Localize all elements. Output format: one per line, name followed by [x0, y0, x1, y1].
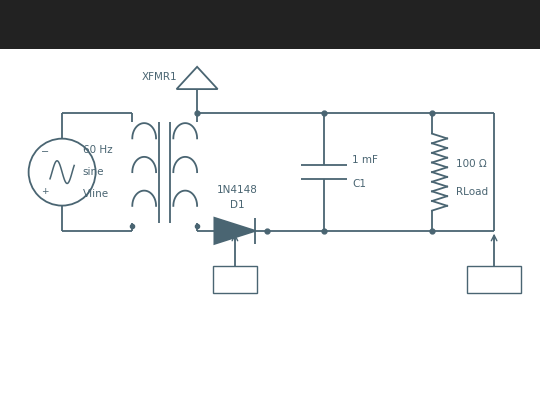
Text: 60 Hz: 60 Hz [83, 145, 112, 155]
Text: D1: D1 [230, 200, 245, 209]
FancyBboxPatch shape [213, 266, 257, 292]
Bar [0, 0, 540, 49]
FancyBboxPatch shape [467, 266, 521, 292]
Text: Vline: Vline [83, 190, 109, 199]
Text: wolfson / Power supply: wolfson / Power supply [135, 32, 247, 41]
Text: +: + [41, 187, 49, 196]
Text: 1 mF: 1 mF [352, 155, 378, 165]
Text: 1N4148: 1N4148 [217, 185, 258, 195]
Text: http://circuitlab.com/c4vmm2z: http://circuitlab.com/c4vmm2z [135, 3, 285, 13]
Polygon shape [214, 218, 255, 244]
Text: XFMR1: XFMR1 [141, 72, 177, 82]
Polygon shape [177, 67, 218, 89]
Text: —∼—► LAB: —∼—► LAB [11, 3, 70, 13]
Text: −: − [40, 147, 49, 157]
Text: Vout: Vout [482, 275, 506, 284]
Text: CIRCUIT: CIRCUIT [11, 32, 58, 41]
Text: Vt: Vt [230, 275, 240, 284]
Text: RLoad: RLoad [456, 188, 488, 197]
Text: sine: sine [83, 167, 104, 177]
Text: 100 Ω: 100 Ω [456, 159, 487, 169]
Text: C1: C1 [352, 179, 366, 189]
